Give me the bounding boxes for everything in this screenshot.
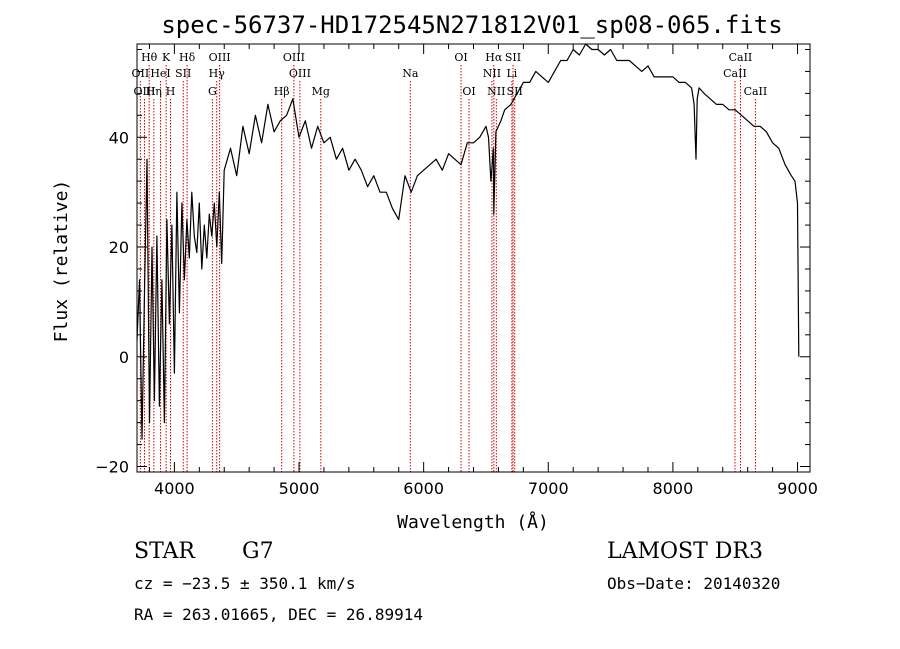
spectral-line-label: SII (175, 67, 191, 80)
spectrum-line (136, 43, 800, 440)
spectral-line-label: Mg (312, 85, 330, 98)
y-tick-label: 0 (119, 348, 129, 367)
spectral-line-label: Hβ (274, 85, 290, 98)
spectral-line-label: OIII (283, 51, 305, 64)
spectral-line-label: G (208, 85, 217, 98)
redshift-value: cz = −23.5 ± 350.1 km/s (134, 574, 356, 593)
spectral-line-label: OI (462, 85, 475, 98)
x-tick-label: 6000 (403, 479, 444, 498)
object-class: STAR (134, 539, 196, 564)
x-tick-label: 9000 (777, 479, 818, 498)
x-tick-label: 4000 (154, 479, 195, 498)
spectral-line-markers (139, 65, 756, 472)
y-tick-label: −20 (95, 458, 129, 477)
spectral-line-label: Hη (146, 85, 162, 98)
object-subclass: G7 (242, 539, 274, 564)
spectrum-series (136, 43, 800, 440)
survey-name: LAMOST DR3 (607, 539, 763, 564)
spectral-line-label: H (166, 85, 176, 98)
observation-date: Obs−Date: 20140320 (607, 574, 780, 593)
spectral-line-label: CaII (723, 67, 747, 80)
y-tick-label: 20 (109, 238, 129, 257)
x-axis-label: Wavelength (Å) (397, 511, 549, 533)
y-axis-ticks: −20 0 20 40 (95, 48, 810, 477)
spectral-line-label: OIII (133, 85, 155, 98)
spectral-line-label: CaII (744, 85, 768, 98)
spectral-line-label: OI (454, 51, 467, 64)
spectral-line-label: Na (402, 67, 419, 80)
plot-frame (136, 43, 811, 473)
spectral-line-label: SII (505, 51, 521, 64)
y-tick-label: 40 (109, 128, 129, 147)
y-axis-label: Flux (relative) (51, 180, 72, 343)
spectral-line-label: CaII (729, 51, 753, 64)
spectral-line-label: Hα (485, 51, 503, 64)
chart-title: spec-56737-HD172545N271812V01_sp08-065.f… (161, 11, 782, 39)
spectral-line-label: Li (506, 67, 517, 80)
spectral-line-label: HeI (150, 67, 170, 80)
spectral-line-label: OIII (289, 67, 311, 80)
spectral-line-label: OII (132, 67, 150, 80)
x-tick-label: 5000 (279, 479, 320, 498)
spectral-line-label: NII (487, 85, 505, 98)
spectral-line-label: NII (483, 67, 501, 80)
spectral-line-label: Hθ (141, 51, 158, 64)
spectral-line-label: K (162, 51, 171, 64)
spectral-line-label: OIII (209, 51, 231, 64)
spectral-line-label: SII (507, 85, 523, 98)
spectral-line-label: Hγ (209, 67, 226, 80)
sky-coordinates: RA = 263.01665, DEC = 26.89914 (134, 605, 423, 624)
x-tick-label: 8000 (653, 479, 694, 498)
x-axis-ticks: 4000 5000 6000 7000 8000 9000 (148, 44, 818, 498)
spectral-line-label: Hδ (179, 51, 196, 64)
x-tick-label: 7000 (528, 479, 569, 498)
